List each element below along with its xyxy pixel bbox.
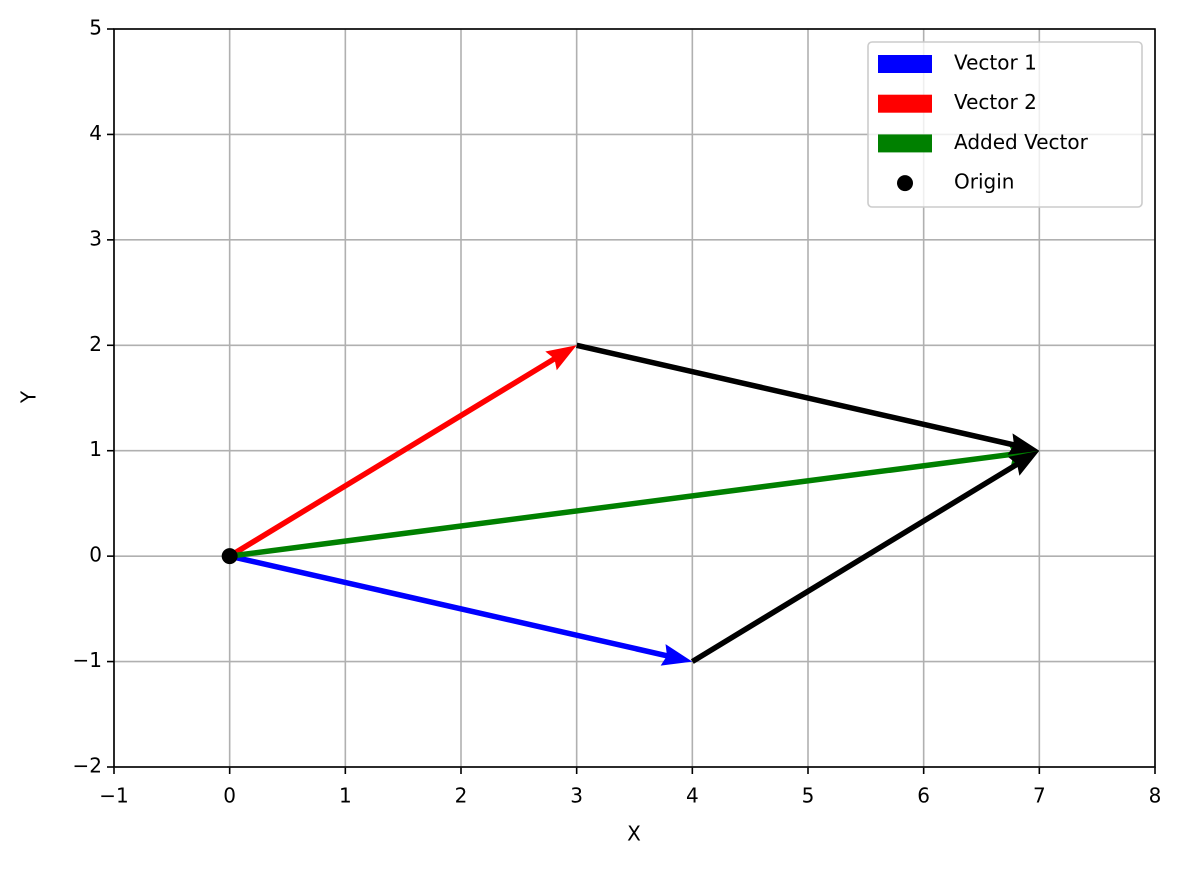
legend-swatch <box>878 134 932 153</box>
legend-box <box>867 41 1143 208</box>
x-tick-label: 3 <box>570 784 583 808</box>
y-tick-label: 0 <box>89 543 102 567</box>
legend: Vector 1 Vector 2 Added Vector Origin <box>867 41 1143 208</box>
vector-head <box>545 345 577 371</box>
y-tick-label: 5 <box>89 16 102 40</box>
x-tick-label: 8 <box>1149 784 1162 808</box>
vector-shaft <box>229 450 1018 559</box>
vector-head <box>1007 433 1040 455</box>
x-tick-label: 7 <box>1033 784 1046 808</box>
x-tick-label: 5 <box>802 784 815 808</box>
x-tick-label: 6 <box>917 784 930 808</box>
legend-swatch <box>878 94 932 113</box>
legend-marker <box>897 175 913 192</box>
legend-label: Vector 1 <box>954 51 1037 75</box>
y-axis-label: Y <box>17 390 41 404</box>
legend-label: Origin <box>954 170 1014 194</box>
vector-shaft <box>690 459 1022 664</box>
vector-head <box>660 644 693 666</box>
x-tick-label: 1 <box>339 784 352 808</box>
vector-shaft <box>229 553 672 660</box>
legend-swatch <box>878 55 932 73</box>
y-tick-label: 1 <box>89 437 102 461</box>
x-axis-label: X <box>627 822 641 846</box>
vector-shaft <box>228 354 560 559</box>
point <box>221 548 238 565</box>
y-tick-label: 4 <box>89 121 102 145</box>
legend-label: Vector 2 <box>954 90 1037 114</box>
plot-frame <box>113 28 1156 768</box>
legend-label: Added Vector <box>954 130 1089 154</box>
y-tick-label: 3 <box>89 226 102 250</box>
x-tick-label: −1 <box>99 784 128 808</box>
x-tick-label: 4 <box>686 784 699 808</box>
vector-shaft <box>576 342 1019 449</box>
x-tick-label: 2 <box>455 784 468 808</box>
vector-head <box>1007 450 1040 476</box>
y-tick-label: 2 <box>89 332 102 356</box>
x-tick-label: 0 <box>223 784 236 808</box>
y-tick-label: −1 <box>73 648 102 672</box>
y-tick-label: −2 <box>73 754 102 778</box>
